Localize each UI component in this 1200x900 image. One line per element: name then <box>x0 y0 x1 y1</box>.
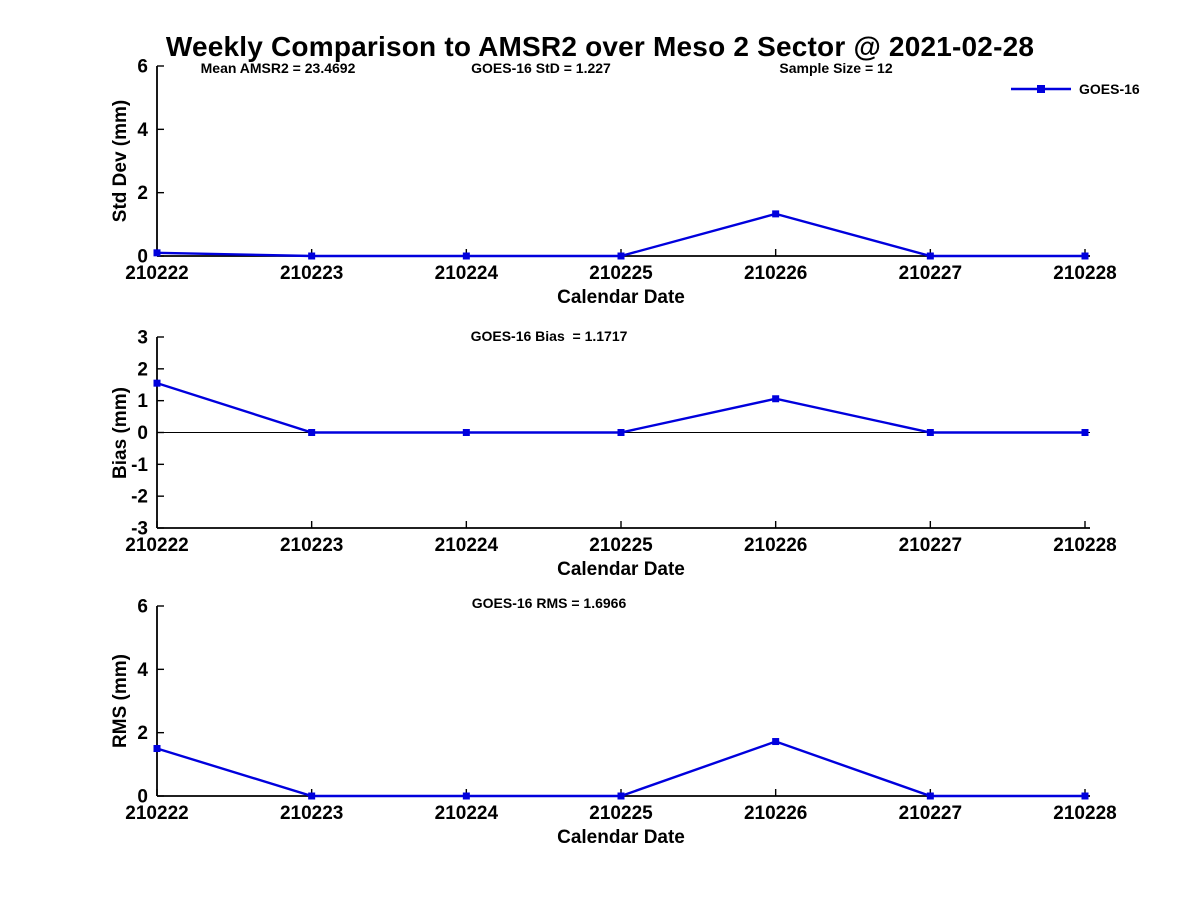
subplot-3: 0 2 4 6 210222 210223 210224 210225 210226 210227… <box>125 597 1116 825</box>
series-line-goes-16 <box>156 382 1085 434</box>
data-point-marker <box>153 745 161 752</box>
annotation-sample-size: Sample Size = 12 <box>779 60 893 76</box>
annotation-goes16-rms: GOES-16 RMS = 1.6966 <box>471 595 627 611</box>
annotation-goes16-bias: GOES-16 Bias = 1.1717 <box>470 328 628 344</box>
x-tick-label: 210228 <box>1053 263 1116 284</box>
subplot-2: -3 -2 -1 0 1 2 3 210222 210223 210224 210225 210226… <box>125 328 1116 557</box>
y-tick-label: -3 <box>131 519 148 540</box>
data-point-marker <box>462 252 470 260</box>
y-tick-label: 6 <box>137 597 148 618</box>
data-point-marker <box>462 429 470 436</box>
x-tick-label: 210225 <box>589 803 653 824</box>
data-point-marker <box>772 395 780 403</box>
x-tick-label: 210222 <box>125 263 188 284</box>
x-tick-label: 210226 <box>744 535 807 556</box>
y-tick-label: 2 <box>137 183 148 204</box>
legend: GOES-16 <box>1010 80 1140 98</box>
x-tick-label: 210225 <box>589 263 653 284</box>
y-tick-label: 0 <box>137 423 148 444</box>
x-tick-label: 210225 <box>589 535 653 556</box>
x-tick-label: 210227 <box>899 535 962 556</box>
x-axis-label-2: Calendar Date <box>557 559 685 580</box>
x-tick-label: 210223 <box>280 535 343 556</box>
subplot-1: 0 2 4 6 210222 210223 210224 210225 210226 210227… <box>125 57 1116 285</box>
data-point-marker <box>153 249 161 257</box>
annotation-goes16-std: GOES-16 StD = 1.227 <box>471 60 611 76</box>
x-tick-label: 210222 <box>125 803 188 824</box>
data-point-marker <box>617 792 625 800</box>
data-point-marker <box>308 429 316 436</box>
x-tick-label: 210227 <box>899 803 962 824</box>
x-tick-label: 210228 <box>1053 803 1116 824</box>
y-tick-label: 0 <box>137 247 148 268</box>
data-point-marker <box>772 738 780 746</box>
data-point-marker <box>926 252 934 260</box>
data-point-marker <box>1081 252 1089 260</box>
x-axis-label-3: Calendar Date <box>557 827 685 848</box>
y-tick-label: 4 <box>137 120 148 141</box>
y-tick-label: 6 <box>137 57 148 78</box>
annotation-mean-amsr2: Mean AMSR2 = 23.4692 <box>200 60 356 76</box>
y-tick-label: 4 <box>137 660 148 681</box>
x-tick-label: 210222 <box>125 535 188 556</box>
data-point-marker <box>772 210 780 218</box>
x-axis-label-1: Calendar Date <box>557 287 685 308</box>
data-point-marker <box>926 792 934 800</box>
x-tick-label: 210223 <box>280 803 343 824</box>
y-tick-label: 2 <box>137 359 148 380</box>
y-tick-label: 0 <box>137 787 148 808</box>
data-point-marker <box>617 429 625 436</box>
x-tick-label: 210227 <box>899 263 962 284</box>
data-point-marker <box>308 792 316 800</box>
x-tick-label: 210226 <box>744 263 807 284</box>
subplot-1-axes <box>156 65 1090 257</box>
x-tick-label: 210226 <box>744 803 807 824</box>
data-point-marker <box>1081 429 1089 436</box>
series-line-goes-16 <box>156 740 1085 798</box>
x-tick-label: 210228 <box>1053 535 1116 556</box>
legend-line-marker-icon <box>1011 85 1071 93</box>
x-tick-label: 210224 <box>435 535 499 556</box>
data-point-marker <box>926 429 934 436</box>
legend-series-label: GOES-16 <box>1079 81 1140 97</box>
y-tick-label: 1 <box>137 391 148 412</box>
data-point-marker <box>153 379 161 387</box>
y-tick-label: 2 <box>137 723 148 744</box>
x-tick-label: 210224 <box>435 803 499 824</box>
y-tick-label: -1 <box>131 455 148 476</box>
y-tick-label: -2 <box>131 487 148 508</box>
data-point-marker <box>308 252 316 260</box>
y-tick-label: 3 <box>137 328 148 349</box>
data-point-marker <box>617 252 625 260</box>
data-point-marker <box>462 792 470 800</box>
data-point-marker <box>1081 792 1089 800</box>
page-title: Weekly Comparison to AMSR2 over Meso 2 S… <box>165 31 1035 62</box>
x-tick-label: 210223 <box>280 263 343 284</box>
x-tick-label: 210224 <box>435 263 499 284</box>
subplot-3-axes <box>156 605 1090 797</box>
